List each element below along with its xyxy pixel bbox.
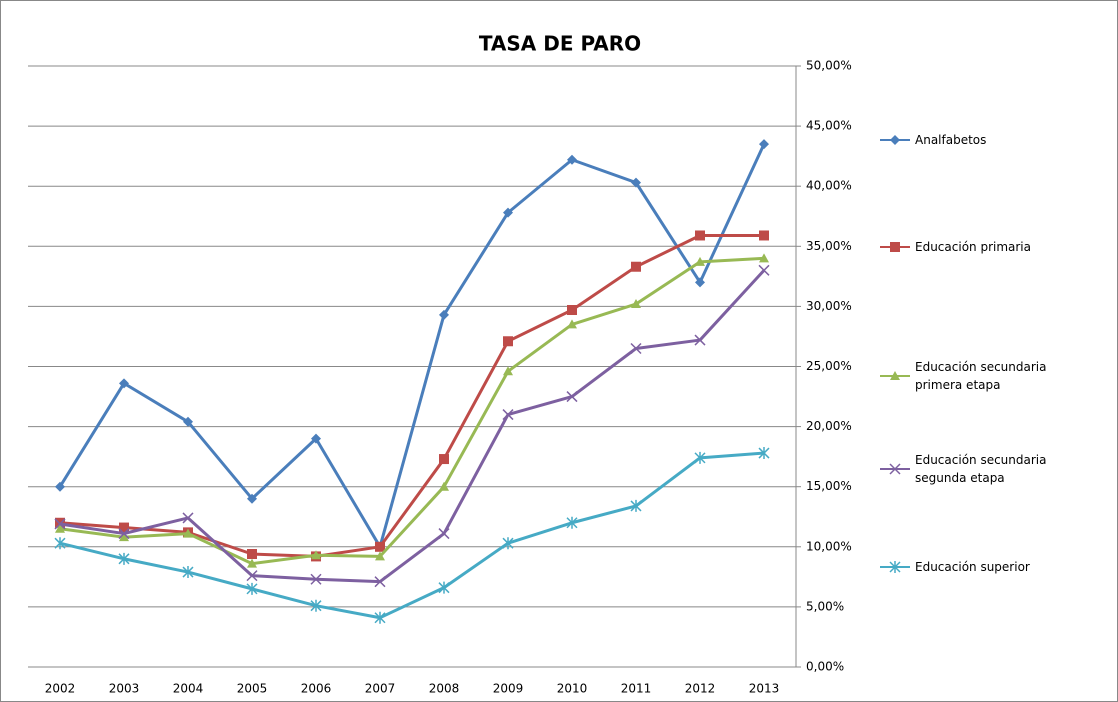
marker — [759, 139, 769, 150]
series-line — [59, 451, 765, 620]
x-tick-label: 2007 — [365, 682, 396, 696]
y-tick-label: 45,00% — [806, 119, 852, 133]
marker — [183, 528, 193, 538]
y-tick-label: 30,00% — [806, 299, 852, 313]
series-line — [59, 256, 765, 566]
x-tick-label: 2003 — [109, 682, 140, 696]
marker — [54, 537, 66, 550]
marker — [118, 528, 130, 540]
x-tick-label: 2004 — [173, 682, 204, 696]
marker — [55, 481, 65, 492]
marker — [566, 516, 578, 529]
x-tick-label: 2009 — [493, 682, 524, 696]
y-tick-label: 35,00% — [806, 239, 852, 253]
marker — [247, 549, 257, 560]
x-tick-label: 2013 — [749, 682, 780, 696]
marker — [118, 552, 130, 565]
x-tick-label: 2012 — [685, 682, 716, 696]
marker — [375, 541, 385, 552]
chart-title: TASA DE PARO — [479, 32, 641, 56]
y-tick-label: 5,00% — [806, 599, 844, 613]
marker — [695, 277, 705, 288]
marker — [119, 378, 129, 389]
legend-marker — [890, 242, 900, 252]
marker — [439, 481, 449, 491]
legend-marker — [889, 561, 901, 573]
marker — [503, 366, 513, 376]
marker — [567, 319, 577, 329]
marker — [182, 566, 194, 579]
legend-label: Educación superior — [915, 560, 1030, 574]
marker — [759, 253, 769, 263]
marker — [631, 298, 641, 308]
marker — [183, 416, 193, 427]
marker — [439, 454, 449, 465]
x-tick-label: 2006 — [301, 682, 332, 696]
marker — [246, 582, 258, 595]
x-tick-label: 2008 — [429, 682, 460, 696]
y-tick-label: 0,00% — [806, 660, 844, 674]
marker — [694, 451, 706, 464]
marker — [247, 493, 257, 504]
legend-marker — [889, 463, 901, 475]
y-tick-label: 50,00% — [806, 59, 852, 73]
marker — [311, 550, 321, 560]
marker — [55, 517, 65, 528]
marker — [566, 391, 578, 403]
y-tick-label: 20,00% — [806, 419, 852, 433]
y-tick-label: 25,00% — [806, 359, 852, 373]
series-line — [58, 143, 766, 549]
marker — [247, 558, 257, 568]
marker — [119, 532, 129, 542]
x-tick-label: 2002 — [45, 682, 76, 696]
y-tick-label: 10,00% — [806, 539, 852, 553]
marker — [630, 342, 642, 355]
series-line — [59, 269, 766, 584]
marker — [759, 230, 769, 241]
marker — [631, 261, 641, 272]
y-tick-label: 15,00% — [806, 479, 852, 493]
marker — [695, 230, 705, 241]
marker — [695, 256, 705, 266]
marker — [310, 599, 322, 612]
marker — [567, 305, 577, 316]
x-tick-label: 2011 — [621, 682, 652, 696]
x-tick-label: 2005 — [237, 682, 268, 696]
legend-marker — [890, 135, 900, 145]
marker — [439, 309, 449, 320]
marker — [119, 522, 129, 533]
marker — [758, 264, 770, 276]
marker — [246, 570, 258, 582]
marker — [503, 207, 513, 218]
marker — [54, 518, 66, 530]
marker — [438, 581, 450, 594]
legend-label: Educación secundaria primera etapa — [915, 360, 1047, 392]
legend-marker — [890, 371, 900, 380]
marker — [503, 336, 513, 347]
marker — [311, 433, 321, 444]
marker — [694, 334, 706, 346]
marker — [374, 576, 386, 588]
marker — [374, 611, 386, 624]
legend-label: Educación secundaria segunda etapa — [915, 453, 1047, 485]
marker — [310, 573, 322, 585]
marker — [182, 512, 194, 524]
marker — [758, 447, 770, 460]
y-tick-label: 40,00% — [806, 179, 852, 193]
legend-label: Analfabetos — [915, 133, 987, 147]
legend-label: Educación primaria — [915, 240, 1031, 254]
marker — [375, 551, 385, 561]
series-line — [59, 233, 764, 558]
marker — [630, 499, 642, 512]
marker — [438, 528, 450, 540]
marker — [55, 523, 65, 533]
marker — [502, 537, 514, 550]
marker — [631, 177, 641, 188]
marker — [567, 154, 577, 165]
marker — [502, 409, 514, 421]
x-tick-label: 2010 — [557, 682, 588, 696]
